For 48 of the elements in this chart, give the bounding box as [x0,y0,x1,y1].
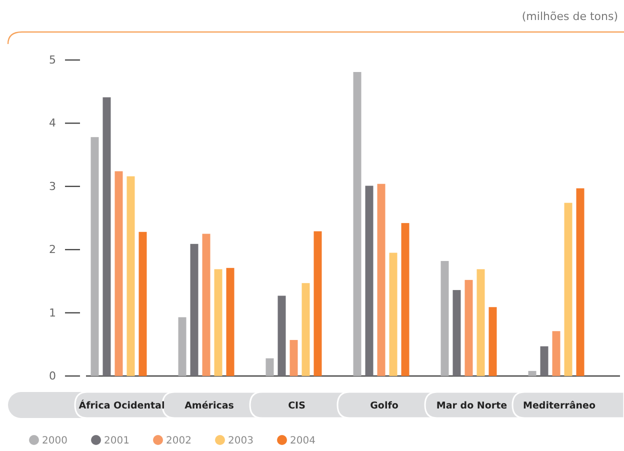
bar [552,331,560,376]
bar [102,97,111,376]
bar [365,186,374,376]
bar [528,370,536,376]
bar [214,269,222,376]
bar [190,244,198,376]
y-tick-label: 3 [49,180,56,193]
bar [353,72,362,376]
bar [266,358,274,376]
bar [278,296,286,376]
bar [302,283,310,376]
legend-label: 2000 [42,436,68,446]
bar [202,234,210,376]
bar [576,188,584,376]
bar [488,307,497,376]
legend-label: 2004 [290,436,316,446]
bar [114,171,123,376]
bar [290,340,298,376]
bar [138,232,147,376]
bar [314,231,322,376]
bar [564,202,572,376]
x-tick-label: CIS [288,400,306,412]
legend-label: 2003 [228,436,254,446]
bar [377,184,386,376]
x-tick-label: Golfo [370,400,399,412]
bar [90,137,99,376]
x-tick-label: Mar do Norte [436,400,508,412]
bar [440,260,449,376]
legend-label: 2001 [104,436,130,446]
text: (milhões de tons) [522,10,618,23]
y-tick-label: 2 [49,243,56,256]
x-tick-label: Américas [184,400,234,412]
y-tick-label: 5 [49,54,56,67]
bar [540,346,548,376]
bar [389,252,398,376]
legend-label: 2002 [166,436,192,446]
bar [464,280,473,376]
bar [178,317,186,376]
bar [476,269,485,376]
bar [452,290,461,376]
y-tick-label: 0 [49,370,56,383]
y-tick-label: 4 [49,116,56,130]
x-tick-label: África Ocidental [78,399,165,412]
x-tick-label: Mediterrâneo [523,400,596,412]
y-tick-label: 1 [49,306,56,320]
bar [401,223,410,376]
bar [226,268,234,376]
bar [126,176,135,376]
